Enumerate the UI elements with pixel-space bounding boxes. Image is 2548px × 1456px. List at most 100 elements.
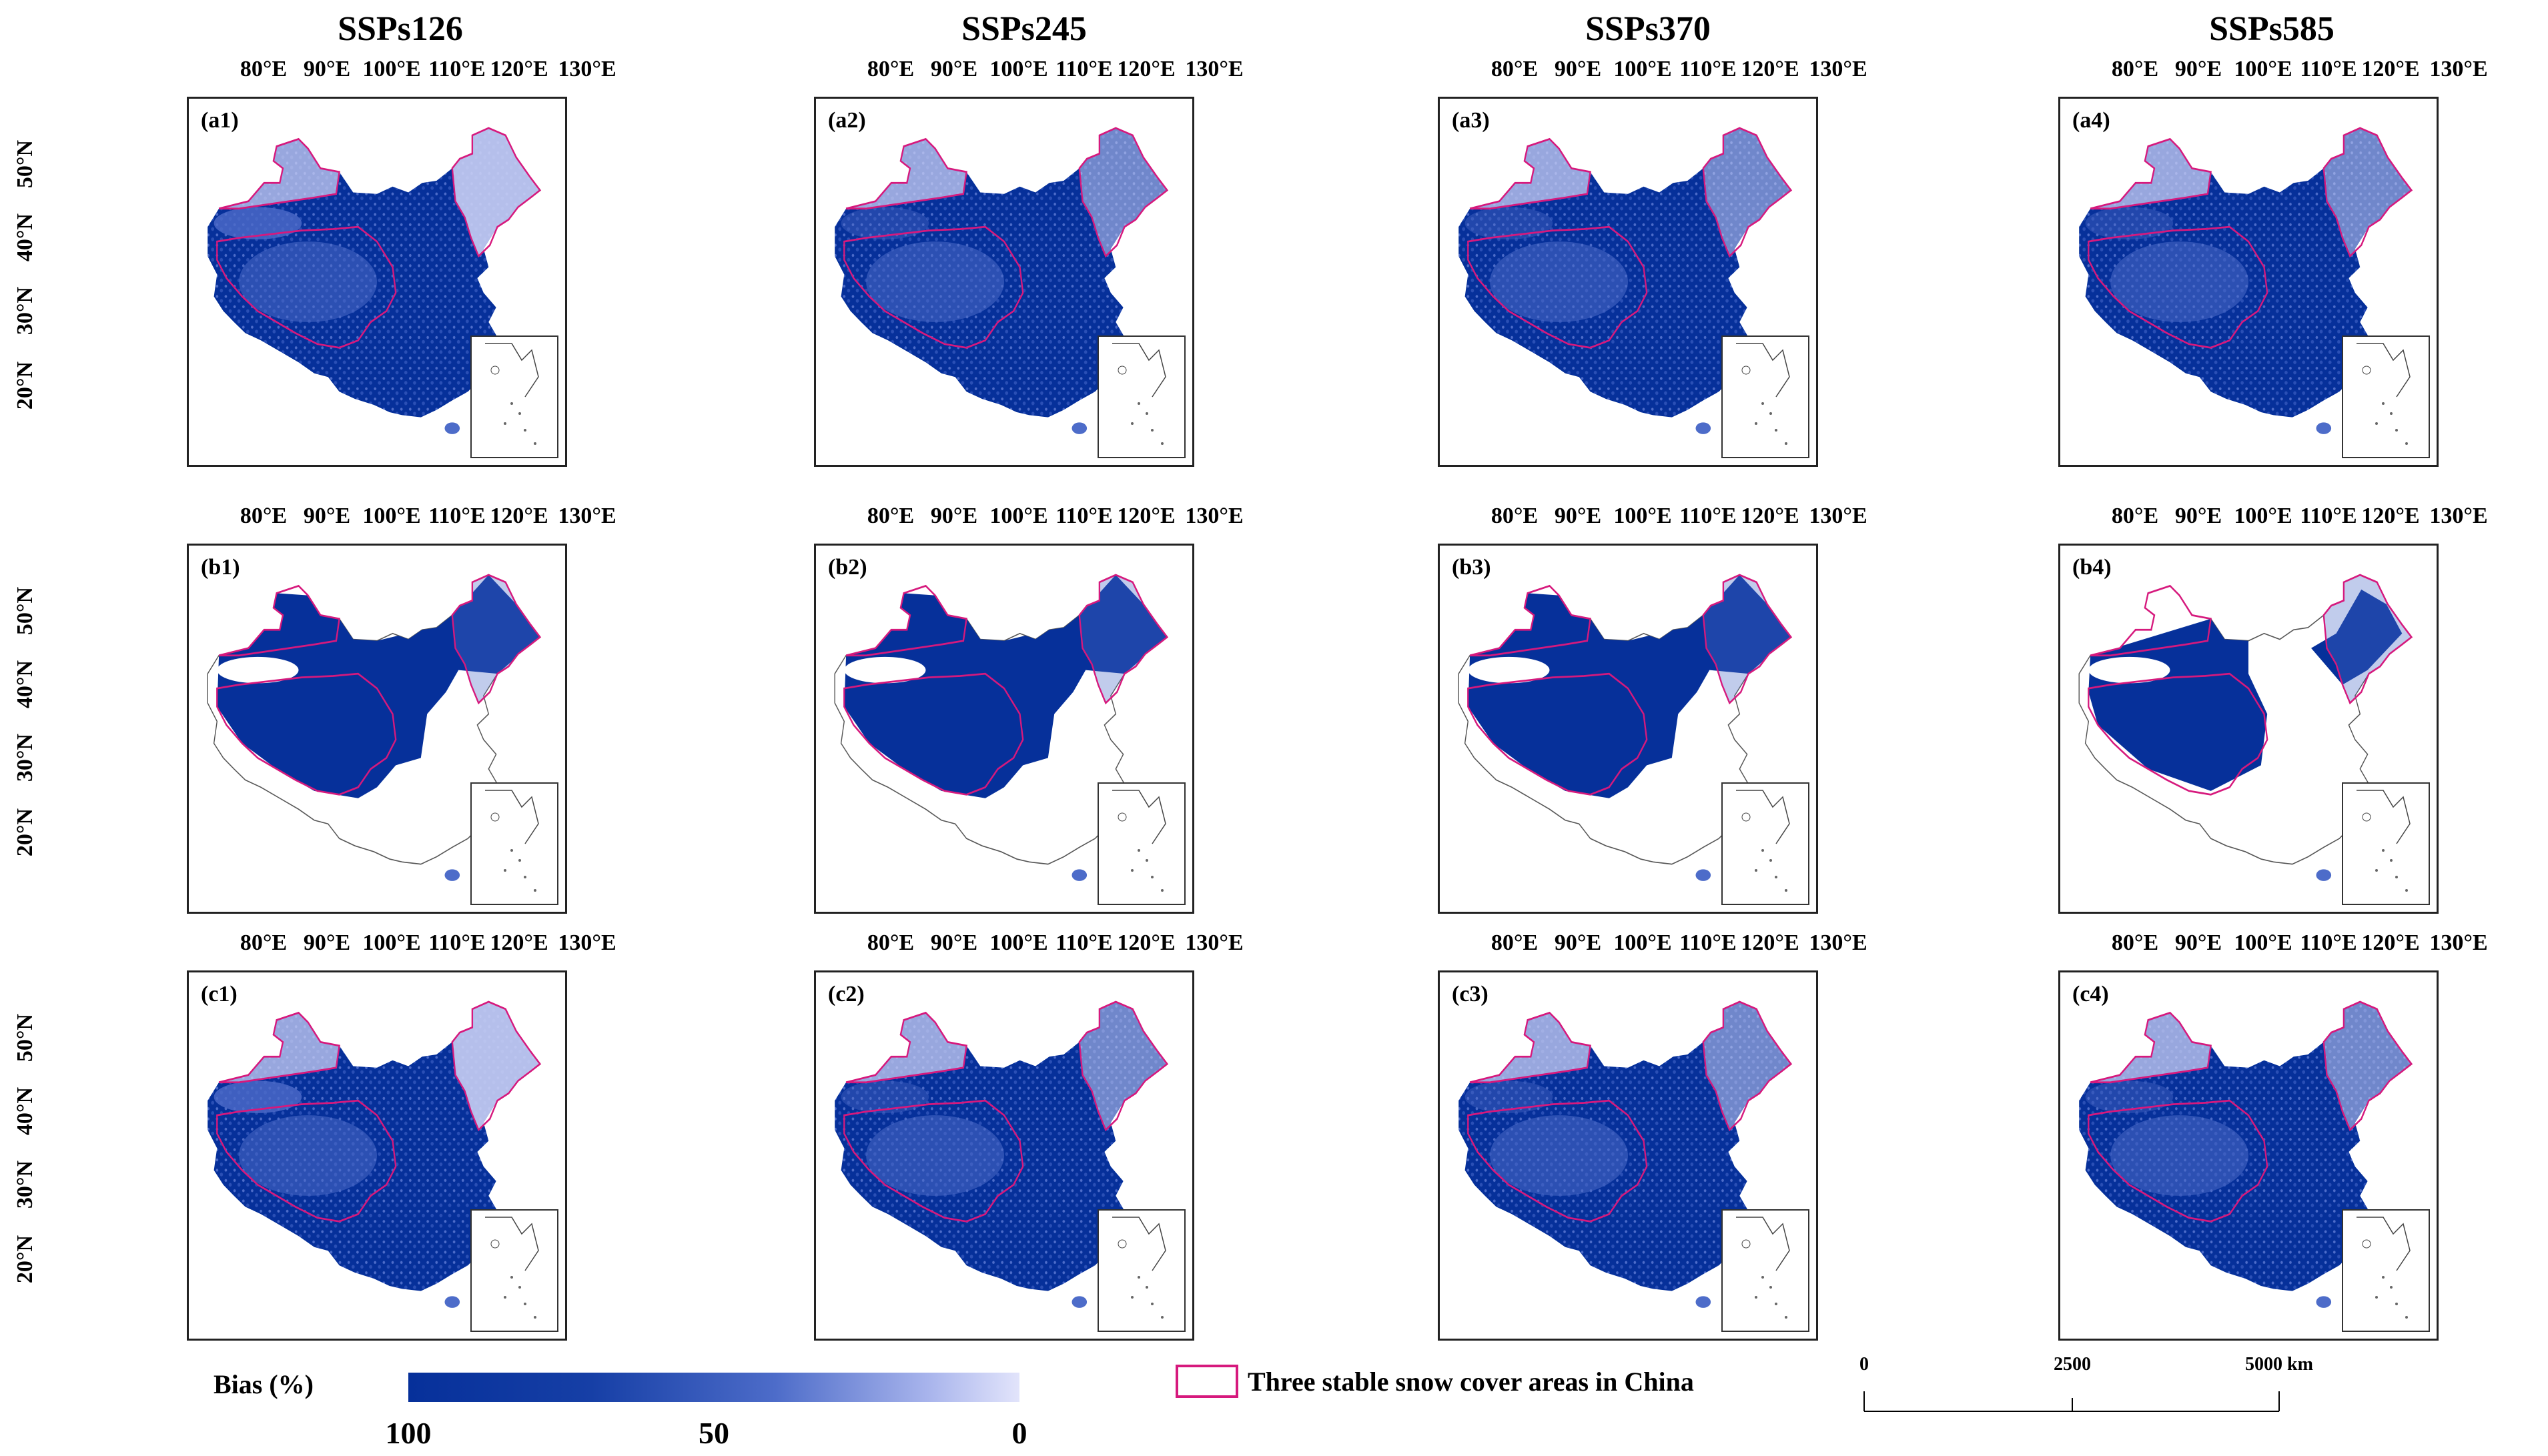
hainan-island: [2316, 422, 2332, 434]
china-map: [2078, 574, 2413, 881]
inset-map: [1736, 343, 1790, 445]
longitude-label: 120°E: [2361, 504, 2420, 528]
longitude-label: 130°E: [1809, 930, 1867, 955]
longitude-label: 110°E: [1679, 504, 1737, 528]
latitude-label: 20°N: [13, 808, 38, 857]
plateau-texture-region: [239, 241, 377, 322]
latitude-label: 50°N: [13, 139, 38, 189]
column-title-ssp126: SSPs126: [338, 10, 463, 48]
longitude-axis: 80°E 90°E 100°E 110°E 120°E 130°E: [1438, 57, 1867, 90]
snow-area-swatch: [1176, 1365, 1238, 1398]
snow-coverage-region: [844, 574, 1168, 798]
latitude-label: 50°N: [13, 586, 38, 636]
xinjiang-light-region: [846, 139, 967, 209]
tarim-basin-region: [841, 1080, 929, 1113]
xinjiang-light-region: [1470, 139, 1591, 209]
longitude-label: 90°E: [930, 930, 978, 955]
snow-area-boundary-tibet: [2088, 672, 2268, 796]
snow-area-boundary-tibet: [1467, 225, 1648, 349]
china-map: [1458, 574, 1793, 881]
plateau-texture-region: [1490, 1115, 1628, 1196]
longitude-label: 100°E: [362, 930, 421, 955]
snow-area-boundary-tibet: [216, 225, 397, 349]
latitude-label: 20°N: [13, 361, 38, 410]
column-title-ssp585: SSPs585: [2209, 10, 2334, 48]
snow-coverage-region: [1468, 574, 1791, 798]
longitude-label: 110°E: [1679, 930, 1737, 955]
china-map: [2079, 127, 2413, 434]
longitude-label: 100°E: [362, 504, 421, 528]
snow-area-boundary-xinjiang: [1469, 584, 1591, 657]
longitude-label: 120°E: [490, 504, 548, 528]
snow-area-boundary-tibet: [216, 1099, 397, 1223]
tarim-basin-region: [214, 207, 302, 239]
map-panel: (b1): [187, 544, 567, 914]
tarim-basin-region: [2085, 207, 2174, 239]
snow-area-label: Three stable snow cover areas in China: [1248, 1366, 1694, 1397]
snow-area-boundary-northeast: [1078, 1000, 1169, 1132]
longitude-axis: 80°E 90°E 100°E 110°E 120°E 130°E: [2058, 930, 2488, 964]
panel-label: (c4): [2072, 982, 2109, 1006]
longitude-label: 130°E: [558, 57, 616, 81]
longitude-label: 90°E: [2174, 930, 2222, 955]
scale-bar: 0 2500 5000 km: [1859, 1354, 2313, 1421]
hainan-island: [1072, 1296, 1088, 1308]
longitude-label: 130°E: [1185, 57, 1244, 81]
snow-area-boundary-northeast: [1702, 127, 1793, 258]
snow-area-boundary-xinjiang: [845, 584, 967, 657]
south-china-sea-inset: [1721, 1209, 1809, 1332]
snow-area-boundary-tibet: [1467, 672, 1648, 796]
longitude-label: 90°E: [2174, 504, 2222, 528]
inset-map: [1112, 343, 1166, 445]
longitude-label: 120°E: [2361, 930, 2420, 955]
longitude-label: 120°E: [1741, 930, 1799, 955]
snow-area-boundary-tibet: [843, 672, 1024, 796]
snow-area-boundary-xinjiang: [218, 137, 340, 210]
longitude-label: 100°E: [1613, 930, 1672, 955]
longitude-label: 120°E: [1117, 930, 1176, 955]
hainan-island: [1695, 422, 1711, 434]
map-panel: (a4): [2058, 97, 2439, 467]
snow-area-boundary-tibet: [1467, 1099, 1648, 1223]
longitude-label: 100°E: [2234, 504, 2292, 528]
tarim-basin-region: [214, 1080, 302, 1113]
hainan-island: [2316, 869, 2332, 881]
panel-label: (b4): [2072, 555, 2112, 580]
hainan-island: [1072, 422, 1088, 434]
longitude-label: 110°E: [2300, 930, 2357, 955]
map-panel: (b4): [2058, 544, 2439, 914]
longitude-axis: 80°E 90°E 100°E 110°E 120°E 130°E: [2058, 57, 2488, 90]
longitude-label: 80°E: [2111, 930, 2159, 955]
longitude-label: 130°E: [2429, 57, 2488, 81]
hainan-island: [1695, 869, 1711, 881]
longitude-label: 80°E: [867, 504, 915, 528]
panel-label: (b2): [828, 555, 867, 580]
longitude-label: 110°E: [1055, 57, 1113, 81]
tarim-basin-region: [841, 207, 929, 239]
tarim-basin-region: [1464, 1080, 1553, 1113]
china-map: [835, 127, 1169, 434]
xinjiang-light-region: [2090, 139, 2211, 209]
scale-tick-2500: 2500: [2054, 1354, 2091, 1375]
longitude-axis: 80°E 90°E 100°E 110°E 120°E 130°E: [814, 930, 1244, 964]
longitude-axis: 80°E 90°E 100°E 110°E 120°E 130°E: [1438, 930, 1867, 964]
map-panel: (b3): [1438, 544, 1818, 914]
inset-map: [1736, 790, 1790, 892]
panel-label: (a4): [2072, 108, 2110, 133]
longitude-label: 110°E: [1055, 930, 1113, 955]
tarim-gap-region: [217, 656, 299, 684]
xinjiang-light-region: [219, 139, 340, 209]
snow-area-boundary-northeast: [2322, 127, 2413, 258]
plateau-texture-region: [2110, 1115, 2248, 1196]
china-map: [835, 1000, 1169, 1308]
longitude-label: 110°E: [1055, 504, 1113, 528]
snow-area-boundary-northeast: [2322, 1000, 2413, 1132]
longitude-label: 90°E: [1554, 504, 1602, 528]
snow-area-boundary-tibet: [216, 672, 397, 796]
tarim-basin-region: [1464, 207, 1553, 239]
south-china-sea-inset: [1721, 335, 1809, 458]
panel-label: (a3): [1452, 108, 1490, 133]
inset-map: [1112, 1217, 1166, 1319]
inset-map: [485, 1217, 539, 1319]
longitude-label: 80°E: [240, 930, 288, 955]
